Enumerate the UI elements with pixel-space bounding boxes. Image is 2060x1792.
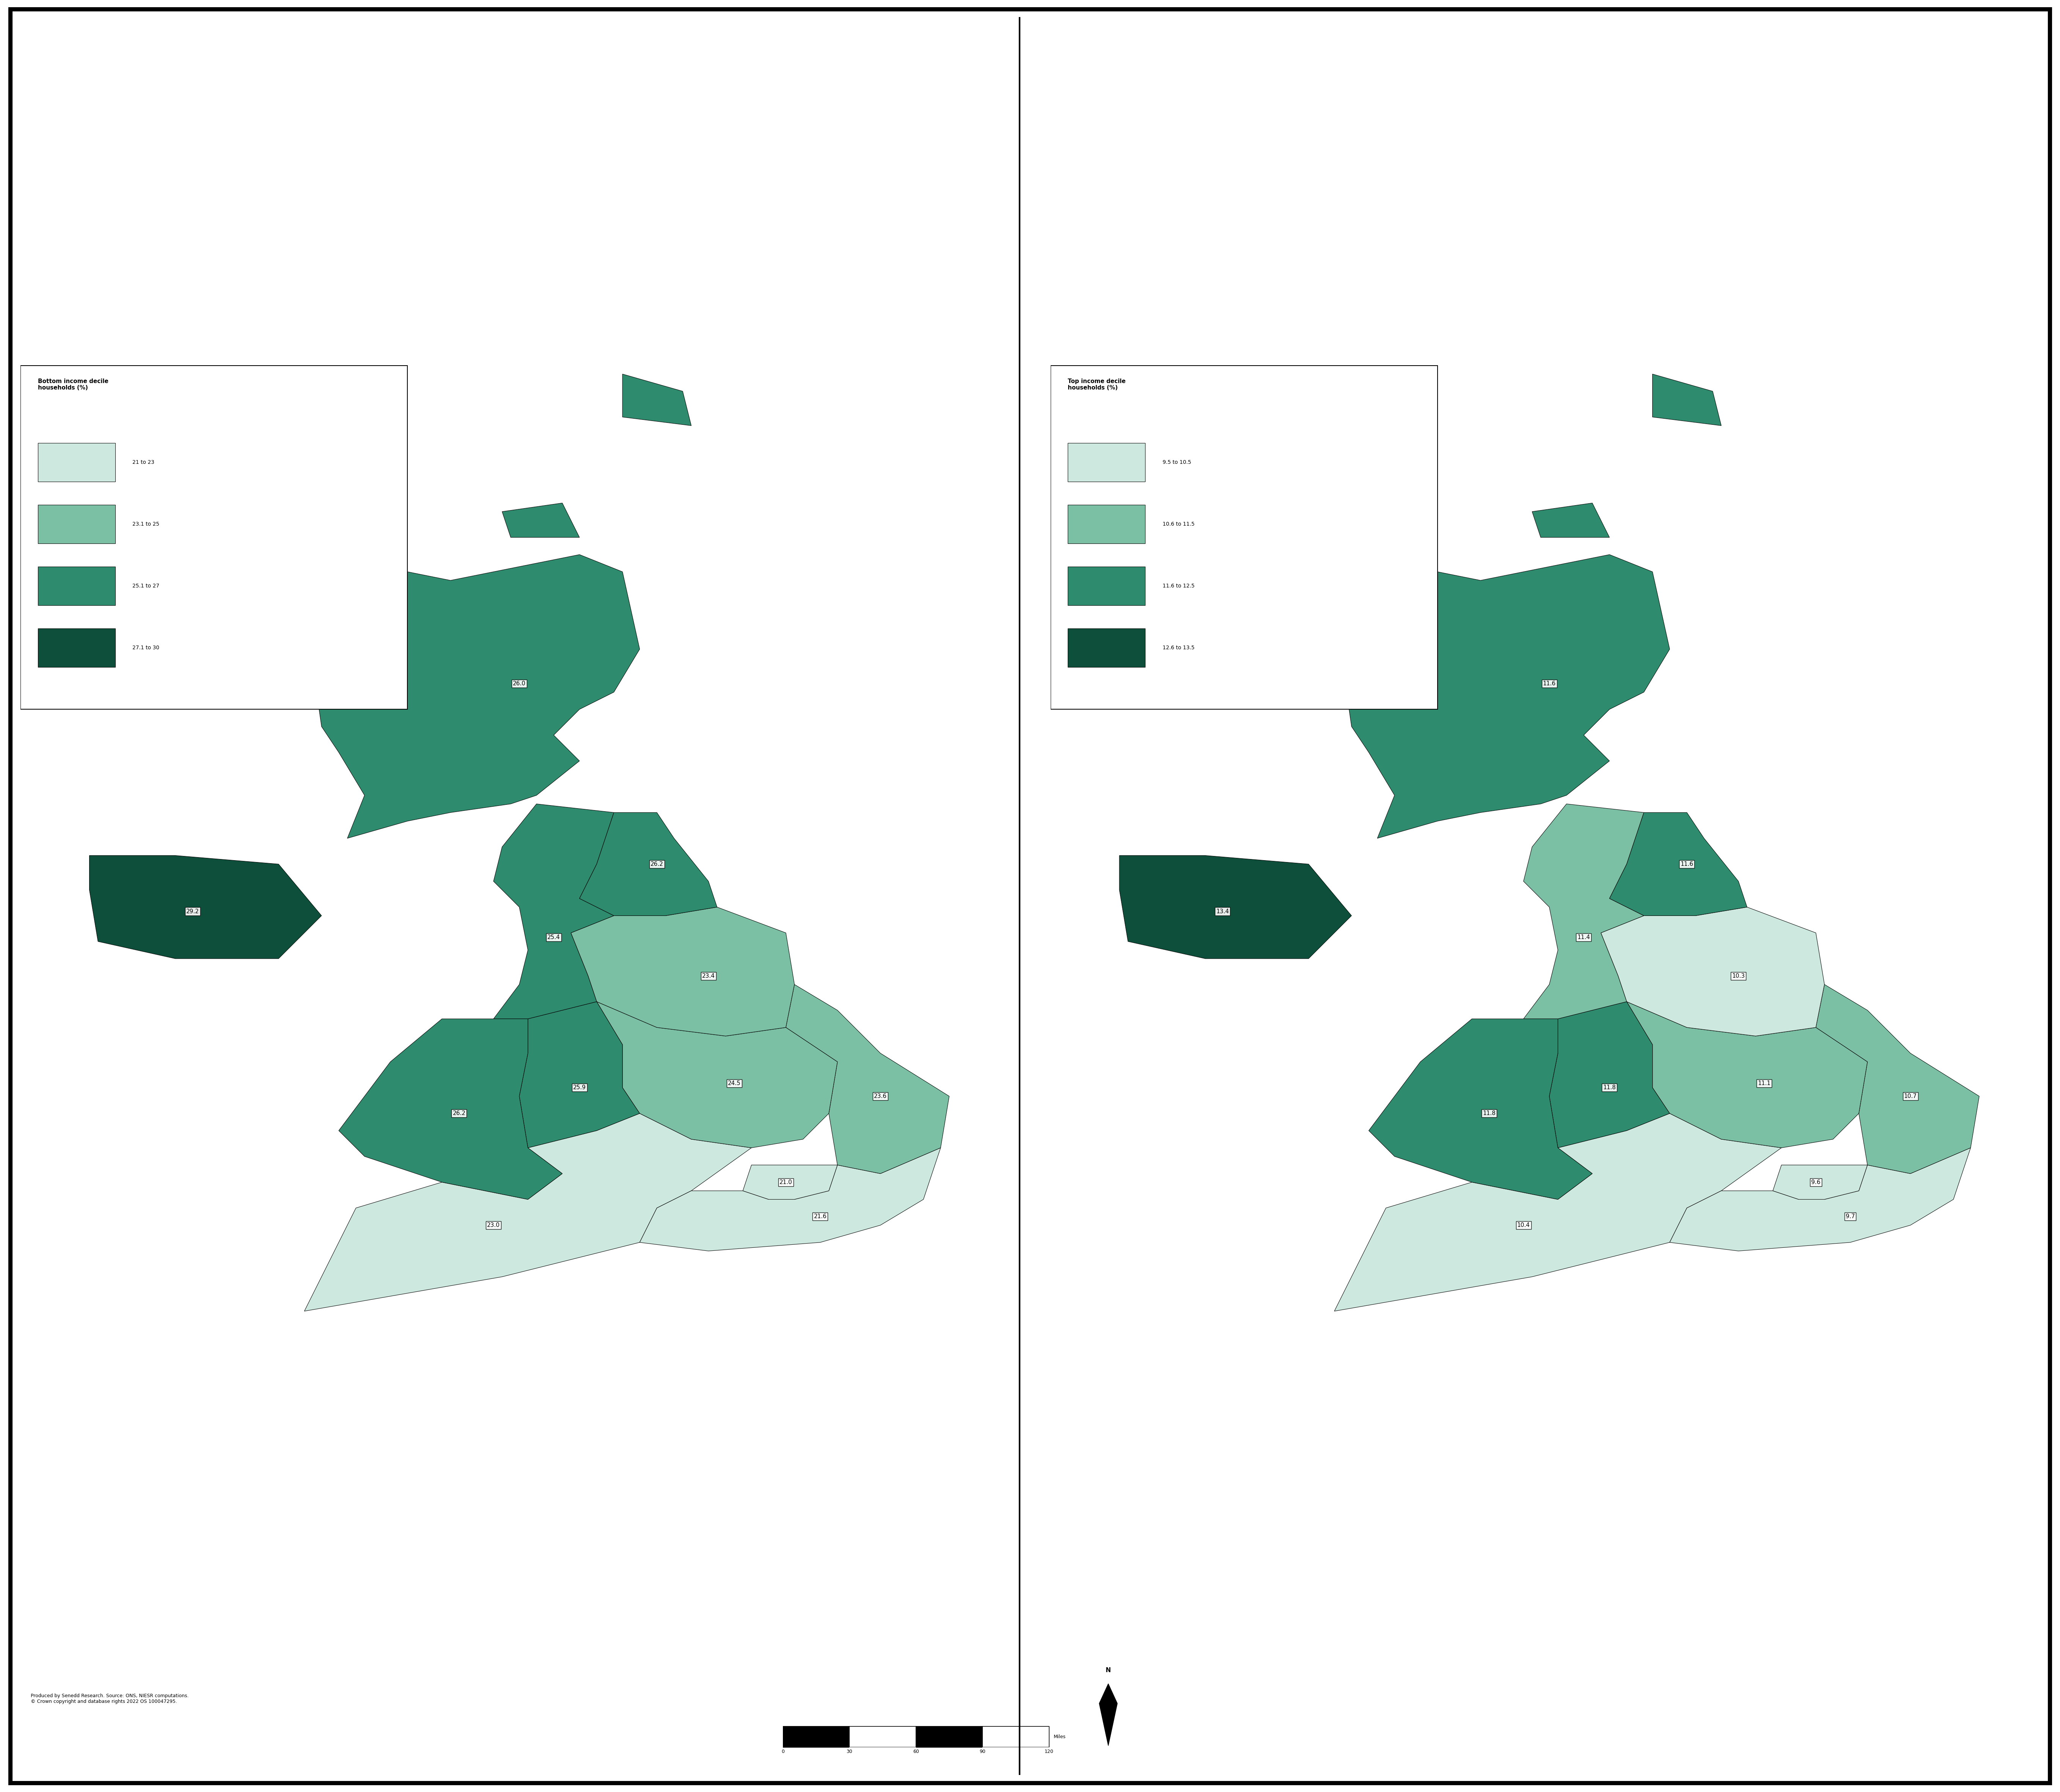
Bar: [37, 629, 115, 667]
Text: 29.2: 29.2: [185, 909, 200, 914]
Polygon shape: [1652, 375, 1722, 426]
Text: 11.8: 11.8: [1483, 1111, 1496, 1116]
Text: 11.6: 11.6: [1543, 681, 1555, 686]
Polygon shape: [1671, 1149, 1971, 1251]
Text: 24.5: 24.5: [727, 1081, 742, 1086]
Text: 9.6: 9.6: [1811, 1179, 1821, 1185]
Text: 26.2: 26.2: [453, 1111, 466, 1116]
FancyBboxPatch shape: [1051, 366, 1438, 710]
Polygon shape: [1601, 907, 1825, 1036]
Polygon shape: [1308, 554, 1671, 839]
Text: 25.4: 25.4: [548, 934, 560, 941]
Polygon shape: [1774, 1165, 1868, 1199]
Text: 25.1 to 27: 25.1 to 27: [132, 584, 159, 588]
Text: 23.1 to 25: 23.1 to 25: [132, 521, 159, 527]
Text: 60: 60: [913, 1749, 919, 1754]
FancyBboxPatch shape: [21, 366, 408, 710]
Text: 11.1: 11.1: [1757, 1081, 1772, 1086]
Text: Top income decile
households (%): Top income decile households (%): [1067, 378, 1125, 391]
Polygon shape: [622, 375, 692, 426]
Polygon shape: [338, 1020, 562, 1199]
Text: 120: 120: [1044, 1749, 1053, 1754]
Text: Miles: Miles: [1053, 1735, 1065, 1740]
Text: 25.9: 25.9: [573, 1084, 585, 1091]
Polygon shape: [1627, 1002, 1868, 1149]
Polygon shape: [1524, 805, 1695, 1020]
Text: 10.4: 10.4: [1516, 1222, 1531, 1228]
Polygon shape: [235, 581, 297, 649]
Text: 0: 0: [781, 1749, 785, 1754]
Text: 11.8: 11.8: [1603, 1084, 1615, 1091]
Polygon shape: [571, 907, 795, 1036]
Polygon shape: [494, 805, 665, 1020]
Polygon shape: [1119, 855, 1351, 959]
Text: 11.6 to 12.5: 11.6 to 12.5: [1162, 584, 1195, 588]
Text: N: N: [1106, 1667, 1110, 1674]
Text: 11.4: 11.4: [1578, 934, 1590, 941]
Bar: [1067, 629, 1145, 667]
Text: 12.6 to 13.5: 12.6 to 13.5: [1162, 645, 1195, 650]
Text: 11.6: 11.6: [1681, 862, 1693, 867]
Polygon shape: [1368, 1020, 1592, 1199]
Text: 10.7: 10.7: [1903, 1093, 1916, 1098]
Polygon shape: [278, 554, 641, 839]
Polygon shape: [305, 1113, 752, 1312]
Polygon shape: [1755, 984, 1980, 1174]
Polygon shape: [744, 1165, 838, 1199]
Text: 30: 30: [847, 1749, 853, 1754]
Bar: [37, 443, 115, 482]
Text: 21.0: 21.0: [779, 1179, 793, 1185]
Text: 26.0: 26.0: [513, 681, 525, 686]
Text: 23.0: 23.0: [486, 1222, 501, 1228]
Polygon shape: [1609, 812, 1747, 916]
Polygon shape: [641, 1149, 941, 1251]
Polygon shape: [725, 984, 950, 1174]
Polygon shape: [519, 1002, 641, 1149]
Text: 13.4: 13.4: [1215, 909, 1230, 914]
Text: 10.3: 10.3: [1732, 973, 1745, 978]
Text: 21 to 23: 21 to 23: [132, 459, 154, 464]
Polygon shape: [1335, 1113, 1782, 1312]
Polygon shape: [1265, 581, 1327, 649]
Polygon shape: [503, 504, 579, 538]
Text: 21.6: 21.6: [814, 1213, 826, 1219]
Text: 90: 90: [978, 1749, 985, 1754]
Text: 9.5 to 10.5: 9.5 to 10.5: [1162, 459, 1191, 464]
Text: 27.1 to 30: 27.1 to 30: [132, 645, 159, 650]
Polygon shape: [579, 812, 717, 916]
Text: 10.6 to 11.5: 10.6 to 11.5: [1162, 521, 1195, 527]
Text: 9.7: 9.7: [1846, 1213, 1854, 1219]
Text: Produced by Senedd Research. Source: ONS, NIESR computations.
© Crown copyright : Produced by Senedd Research. Source: ONS…: [31, 1693, 190, 1704]
Polygon shape: [1549, 1002, 1671, 1149]
Polygon shape: [597, 1002, 838, 1149]
Bar: [1067, 566, 1145, 606]
Bar: [37, 566, 115, 606]
Text: 23.4: 23.4: [702, 973, 715, 978]
Bar: [1067, 505, 1145, 543]
Text: 23.6: 23.6: [873, 1093, 888, 1098]
Text: 26.2: 26.2: [651, 862, 663, 867]
Text: Bottom income decile
households (%): Bottom income decile households (%): [37, 378, 109, 391]
Bar: [37, 505, 115, 543]
Polygon shape: [1100, 1684, 1117, 1745]
Polygon shape: [1533, 504, 1609, 538]
Bar: [1067, 443, 1145, 482]
Polygon shape: [89, 855, 321, 959]
